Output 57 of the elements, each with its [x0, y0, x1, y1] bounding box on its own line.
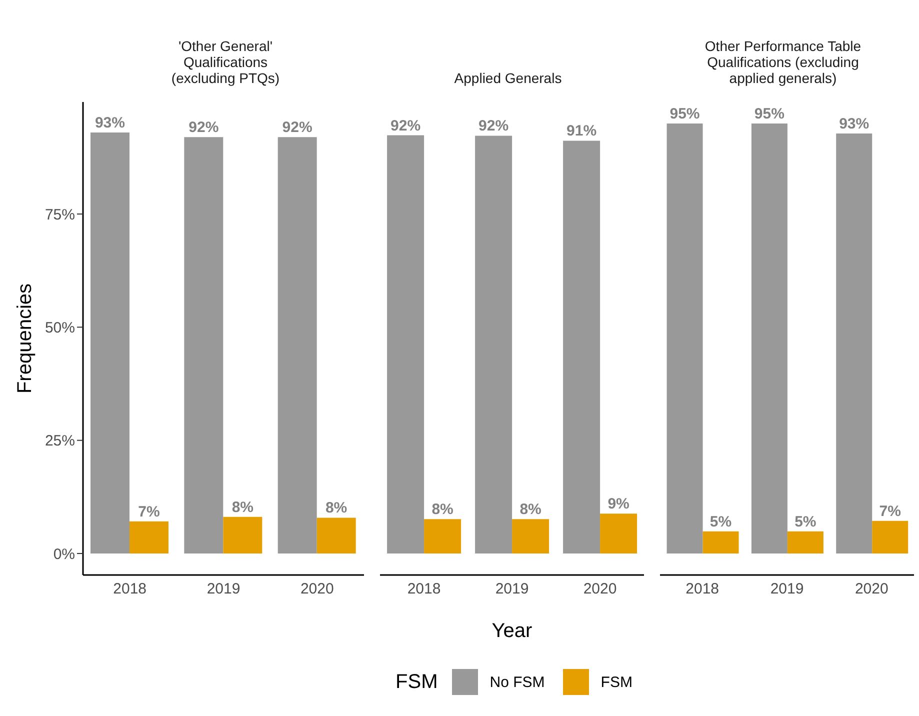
data-label: 92%: [188, 119, 219, 136]
data-label: 9%: [608, 496, 630, 513]
y-tick-label: 25%: [44, 432, 75, 450]
bar: [387, 135, 424, 554]
bar: [751, 124, 788, 554]
x-tick-label: 2020: [583, 580, 617, 598]
bar: [512, 519, 550, 554]
bar: [184, 137, 224, 554]
x-tick-label: 2018: [407, 580, 441, 598]
bar: [563, 140, 600, 554]
chart-title: Other Performance Table Qualifications (excluding applied generals): [704, 38, 862, 88]
bar: [872, 520, 908, 554]
data-label: 93%: [94, 114, 126, 132]
data-label: 8%: [325, 500, 348, 517]
data-label: 92%: [282, 119, 312, 136]
x-axis-title: Year: [492, 620, 533, 642]
chart-title: 'Other General' Qualifications (excluding PTQs): [170, 38, 281, 88]
data-label: 95%: [754, 106, 784, 122]
data-label: 93%: [839, 115, 870, 132]
y-tick-label: 75%: [44, 206, 75, 224]
legend-title: FSM: [396, 670, 438, 694]
data-label: 5%: [794, 513, 816, 530]
x-tick-label: 2018: [113, 580, 147, 598]
chart-title: Applied Generals: [453, 70, 563, 88]
data-label: 7%: [138, 503, 160, 520]
x-tick-label: 2018: [686, 580, 720, 598]
bar: [600, 514, 638, 554]
bar: [475, 136, 512, 554]
bar: [129, 521, 168, 554]
bar: [666, 124, 703, 554]
x-tick-label: 2020: [854, 580, 888, 598]
data-label: 8%: [520, 501, 542, 518]
bar: [702, 531, 739, 554]
bar: [787, 531, 824, 554]
x-tick-label: 2020: [300, 580, 334, 598]
legend-label: FSM: [600, 674, 632, 690]
data-label: 95%: [670, 106, 700, 122]
data-label: 8%: [432, 501, 454, 518]
y-tick-label: 0%: [53, 546, 75, 563]
legend-label: No FSM: [490, 674, 545, 690]
data-label: 92%: [478, 118, 509, 135]
x-tick-label: 2019: [206, 580, 240, 598]
x-tick-label: 2019: [495, 580, 529, 598]
bar: [424, 519, 462, 554]
data-label: 8%: [232, 498, 254, 516]
y-axis-title: Frequencies: [14, 283, 36, 394]
data-label: 7%: [879, 502, 901, 520]
data-label: 5%: [710, 513, 732, 530]
bar: [278, 137, 317, 554]
data-label: 91%: [566, 122, 597, 140]
bar: [223, 516, 262, 554]
y-tick-label: 50%: [44, 320, 75, 337]
bar: [90, 132, 130, 554]
bar: [316, 518, 356, 554]
x-tick-label: 2019: [770, 580, 804, 598]
bar: [836, 133, 872, 554]
data-label: 92%: [390, 117, 421, 134]
